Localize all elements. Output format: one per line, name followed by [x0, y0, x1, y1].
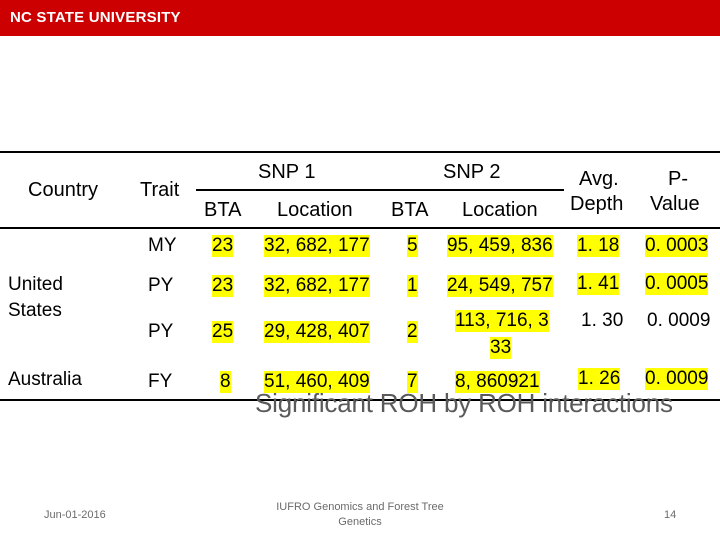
- row3-trait: PY: [148, 321, 174, 342]
- row1-location1: 32, 682, 177: [264, 235, 370, 257]
- row3-location2-line1: 113, 716, 3: [455, 310, 549, 332]
- header-pvalue-2: Value: [650, 193, 700, 215]
- row2-pvalue: 0. 0005: [645, 273, 709, 295]
- footer-date: Jun-01-2016: [44, 509, 106, 521]
- header-snp2: SNP 2: [443, 161, 501, 183]
- row2-avg-depth: 1. 41: [577, 273, 620, 295]
- header-bottom-rule: [0, 227, 720, 229]
- row4-bta2: 7: [407, 371, 418, 393]
- header-location2: Location: [462, 199, 538, 221]
- row4-trait: FY: [148, 371, 173, 392]
- row1-avg-depth: 1. 18: [577, 235, 620, 257]
- row2-bta2: 1: [407, 275, 418, 297]
- footer-conference-line2: Genetics: [338, 516, 382, 528]
- country-australia: Australia: [8, 369, 82, 390]
- snp-header-rule: [196, 189, 564, 191]
- page-number: 14: [664, 509, 677, 521]
- header-pvalue-1: P-: [668, 168, 688, 190]
- header-snp1: SNP 1: [258, 161, 316, 183]
- header-avg-depth-2: Depth: [570, 193, 624, 215]
- header-country: Country: [28, 179, 99, 201]
- footer-conference: IUFRO Genomics and Forest Tree Genetics: [255, 500, 465, 530]
- row2-bta1: 23: [212, 275, 234, 297]
- footer-conference-line1: IUFRO Genomics and Forest Tree: [276, 501, 444, 513]
- header-bta2: BTA: [391, 199, 429, 221]
- row1-pvalue: 0. 0003: [645, 235, 709, 257]
- row2-trait: PY: [148, 275, 174, 296]
- header-avg-depth-1: Avg.: [579, 168, 619, 190]
- row1-trait: MY: [148, 235, 177, 256]
- header-trait: Trait: [140, 179, 180, 201]
- country-united-states: United States: [8, 274, 63, 321]
- row3-bta1: 25: [212, 321, 234, 343]
- row4-bta1: 8: [220, 371, 231, 393]
- row4-location1: 51, 460, 409: [264, 371, 370, 393]
- table-top-rule: [0, 151, 720, 153]
- row3-location2-line2: 33: [490, 337, 512, 359]
- row3-avg-depth: 1. 30: [581, 310, 624, 331]
- row4-location2: 8, 860921: [455, 371, 540, 393]
- university-logo: NC STATE UNIVERSITY: [10, 9, 181, 26]
- row3-pvalue: 0. 0009: [647, 310, 711, 331]
- header-bta1: BTA: [204, 199, 242, 221]
- row4-avg-depth: 1. 26: [578, 368, 621, 390]
- table-bottom-rule: [0, 399, 720, 401]
- row4-pvalue: 0. 0009: [645, 368, 709, 390]
- row3-location1: 29, 428, 407: [264, 321, 370, 343]
- row2-location2: 24, 549, 757: [447, 275, 553, 297]
- row1-bta1: 23: [212, 235, 234, 257]
- row3-bta2: 2: [407, 321, 418, 343]
- slide-title: Significant ROH by ROH interactions: [255, 388, 673, 418]
- header-location1: Location: [277, 199, 353, 221]
- row1-bta2: 5: [407, 235, 418, 257]
- header-bar: NC STATE UNIVERSITY: [0, 0, 720, 36]
- row1-location2: 95, 459, 836: [447, 235, 553, 257]
- row2-location1: 32, 682, 177: [264, 275, 370, 297]
